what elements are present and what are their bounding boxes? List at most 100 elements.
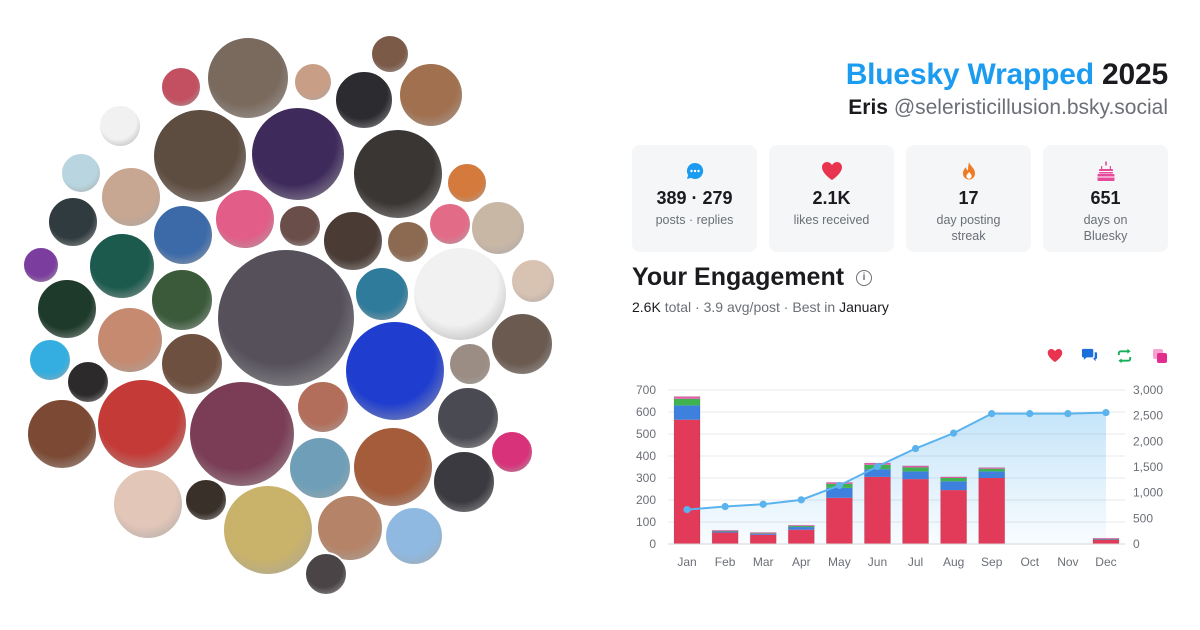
avatar-18[interactable] xyxy=(322,210,384,272)
avatar-4[interactable] xyxy=(334,70,394,130)
stats-row: 389 · 279 posts · replies 2.1K likes rec… xyxy=(632,145,1168,252)
y-tick-label-left: 500 xyxy=(636,427,656,441)
stat-label: day posting streak xyxy=(936,213,1001,243)
y-tick-label-right: 2,500 xyxy=(1133,409,1163,423)
avatar-31[interactable] xyxy=(160,332,224,396)
avatar-28[interactable] xyxy=(510,258,556,304)
cumulative-point xyxy=(797,496,805,504)
avatar-13[interactable] xyxy=(100,166,162,228)
avatar-17[interactable] xyxy=(278,204,322,248)
avatar-52[interactable] xyxy=(98,100,102,104)
avatar-24[interactable] xyxy=(150,268,214,332)
avatar-47[interactable] xyxy=(184,478,228,522)
wrapped-header: Bluesky Wrapped 2025 Eris @seleristicill… xyxy=(846,58,1168,121)
x-tick-label: Aug xyxy=(943,555,964,569)
cumulative-point xyxy=(1102,408,1110,417)
y-tick-label-left: 600 xyxy=(636,405,656,419)
avatar-15[interactable] xyxy=(152,204,214,266)
bar-segment xyxy=(750,532,777,534)
stat-card-posts: 389 · 279 posts · replies xyxy=(632,145,757,252)
stat-card-days: 651 days on Bluesky xyxy=(1043,145,1168,252)
avatar-10[interactable] xyxy=(352,128,444,220)
avatar-40[interactable] xyxy=(296,380,350,434)
avatar-2[interactable] xyxy=(160,66,202,108)
user-handle: @seleristicillusion.bsky.social xyxy=(893,96,1168,119)
avatar-44[interactable] xyxy=(490,430,534,474)
x-tick-label: Jun xyxy=(868,555,887,569)
stat-card-likes: 2.1K likes received xyxy=(769,145,894,252)
stat-value: 17 xyxy=(958,188,979,208)
bar-segment xyxy=(940,481,967,491)
avatar-27[interactable] xyxy=(412,246,508,342)
bar-segment xyxy=(750,533,777,535)
avatar-1[interactable] xyxy=(206,36,290,120)
stat-value: 2.1K xyxy=(812,188,851,208)
avatar-51[interactable] xyxy=(304,552,348,596)
avatar-30[interactable] xyxy=(96,306,164,374)
x-tick-label: Mar xyxy=(753,555,774,569)
engagement-title: Your Engagement i xyxy=(632,263,873,292)
bar-segment xyxy=(1092,538,1119,540)
avatar-43[interactable] xyxy=(352,426,434,508)
avatar-12[interactable] xyxy=(60,152,102,194)
avatar-33[interactable] xyxy=(490,312,554,376)
avatar-8[interactable] xyxy=(152,108,248,204)
engagement-heading: Your Engagement xyxy=(632,263,845,291)
avatar-11[interactable] xyxy=(446,162,488,204)
x-tick-label: Sep xyxy=(981,555,1003,569)
avatar-37[interactable] xyxy=(26,398,98,470)
avatar-32[interactable] xyxy=(344,320,446,422)
bar-segment xyxy=(902,479,929,544)
engagement-chart: 0 100 200 300 400 500 600 700 0 500 1,000 1,500 2,00… xyxy=(636,383,1163,569)
avatar-23[interactable] xyxy=(88,232,156,300)
avatar-21[interactable] xyxy=(470,200,526,256)
heart-icon[interactable] xyxy=(1046,347,1063,364)
avatar-3[interactable] xyxy=(293,62,333,102)
user-line: Eris @seleristicillusion.bsky.social xyxy=(846,95,1168,121)
quote-icon[interactable] xyxy=(1151,347,1168,364)
avatar-7[interactable] xyxy=(98,104,142,148)
avatar-45[interactable] xyxy=(432,450,496,514)
avatar-16[interactable] xyxy=(214,188,276,250)
cake-icon xyxy=(1043,160,1168,182)
avatar-26[interactable] xyxy=(354,266,410,322)
avatar-42[interactable] xyxy=(288,436,352,500)
bar-segment xyxy=(902,465,929,468)
avatar-14[interactable] xyxy=(47,196,99,248)
avatar-25[interactable] xyxy=(216,248,356,388)
cumulative-point xyxy=(1026,410,1034,418)
info-icon[interactable]: i xyxy=(856,269,873,286)
avatar-46[interactable] xyxy=(112,468,184,540)
cumulative-point xyxy=(1064,410,1072,418)
y-tick-label-right: 1,500 xyxy=(1133,460,1163,474)
bar-segment xyxy=(826,487,853,498)
avatar-41[interactable] xyxy=(436,386,500,450)
avatar-50[interactable] xyxy=(384,506,444,566)
y-tick-label-left: 200 xyxy=(636,493,656,507)
avatar-19[interactable] xyxy=(386,220,430,264)
avatar-20[interactable] xyxy=(428,202,472,246)
avatar-36[interactable] xyxy=(66,360,110,404)
x-tick-label: Nov xyxy=(1057,555,1078,569)
bar-segment xyxy=(674,396,701,399)
reply-icon[interactable] xyxy=(1081,347,1098,364)
y-tick-label-left: 0 xyxy=(649,537,656,551)
avatar-35[interactable] xyxy=(448,342,492,386)
avatar-39[interactable] xyxy=(188,380,296,488)
repost-icon[interactable] xyxy=(1116,347,1133,364)
avatar-29[interactable] xyxy=(36,278,98,340)
stat-card-streak: 17 day posting streak xyxy=(906,145,1031,252)
avatar-49[interactable] xyxy=(316,494,384,562)
bar-segment xyxy=(978,468,1005,472)
bar-segment xyxy=(788,525,815,527)
x-tick-label: Oct xyxy=(1020,555,1039,569)
avatar-6[interactable] xyxy=(398,62,464,128)
avatar-22[interactable] xyxy=(22,246,60,284)
avatar-34[interactable] xyxy=(28,338,72,382)
avatar-9[interactable] xyxy=(250,106,346,202)
avatar-38[interactable] xyxy=(96,378,188,470)
avatar-48[interactable] xyxy=(222,484,314,576)
heart-icon xyxy=(769,160,894,182)
brand-title: Bluesky Wrapped xyxy=(845,58,1094,91)
avatar-5[interactable] xyxy=(370,34,410,74)
